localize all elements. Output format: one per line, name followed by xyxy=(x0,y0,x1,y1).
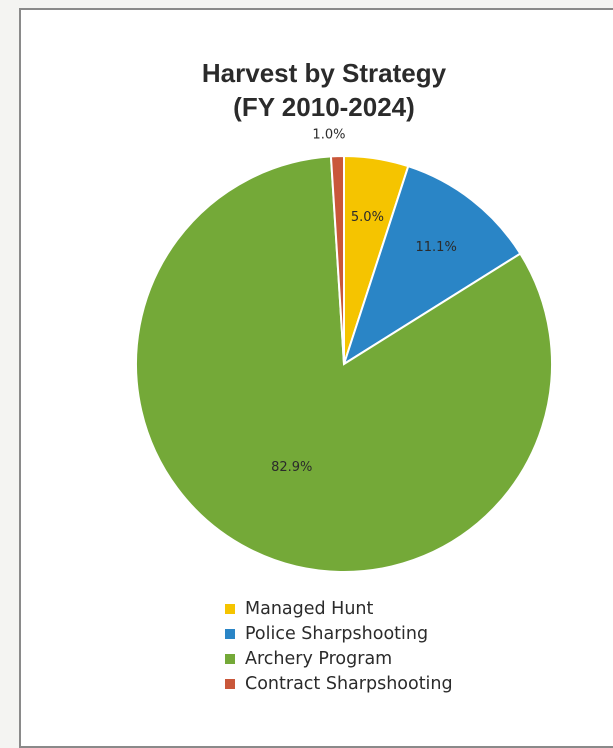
data-label-archery-program: 82.9% xyxy=(271,460,312,475)
legend-swatch xyxy=(225,678,235,689)
chart-title: Harvest by Strategy xyxy=(201,58,447,88)
data-label-managed-hunt: 5.0% xyxy=(351,210,384,225)
legend-swatch xyxy=(225,603,235,614)
pie-slice-archery-program xyxy=(135,155,553,573)
legend-item: Managed Hunt xyxy=(225,596,453,621)
pie-slice-police-sharpshooting xyxy=(342,164,522,367)
data-label-police-sharpshooting: 11.1% xyxy=(416,240,457,255)
pie-slice-contract-sharpshooting xyxy=(329,154,345,365)
legend-swatch xyxy=(225,628,235,639)
legend-item: Contract Sharpshooting xyxy=(225,671,453,696)
legend-label: Archery Program xyxy=(245,648,393,669)
legend-label: Contract Sharpshooting xyxy=(245,673,453,694)
chart-subtitle: (FY 2010-2024) xyxy=(233,92,415,122)
chart-legend: Managed Hunt Police Sharpshooting Archery … xyxy=(225,596,453,696)
data-label-contract-sharpshooting: 1.0% xyxy=(312,127,345,142)
legend-label: Managed Hunt xyxy=(245,598,374,619)
legend-item: Police Sharpshooting xyxy=(225,621,453,646)
legend-swatch xyxy=(225,653,235,664)
legend-label: Police Sharpshooting xyxy=(245,623,429,644)
legend-item: Archery Program xyxy=(225,646,453,671)
